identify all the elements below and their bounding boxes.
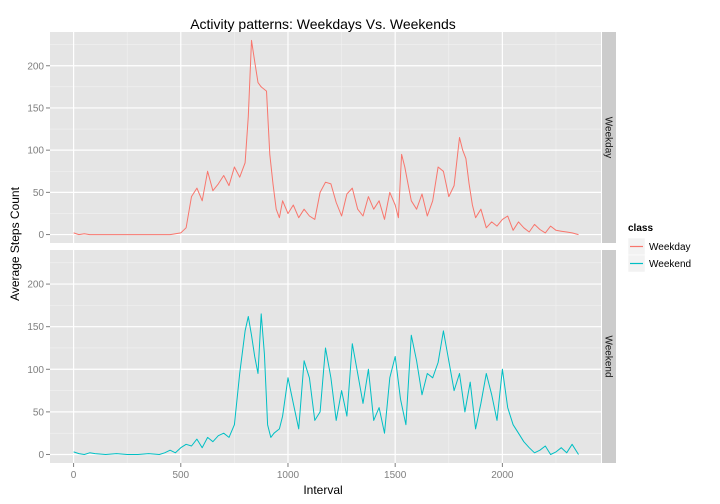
panel-weekday: 0 50 100 150 200 Weekday bbox=[27, 32, 616, 243]
x-tick-label: 0 bbox=[71, 470, 77, 481]
panel-background bbox=[50, 32, 601, 243]
y-tick-label: 100 bbox=[27, 146, 44, 157]
legend-label-weekday: Weekday bbox=[649, 242, 691, 253]
series-line-weekend bbox=[73, 313, 579, 455]
x-tick-label: 500 bbox=[172, 470, 189, 481]
legend-items: Weekday Weekend bbox=[627, 237, 691, 273]
x-axis-title: Interval bbox=[303, 483, 342, 497]
y-tick-label: 50 bbox=[33, 407, 45, 418]
facet-strip bbox=[602, 32, 616, 243]
x-tick-label: 1000 bbox=[277, 470, 300, 481]
y-tick-label: 0 bbox=[38, 230, 44, 241]
series-line-weekday bbox=[73, 39, 579, 236]
y-tick-label: 0 bbox=[38, 450, 44, 461]
y-tick-label: 100 bbox=[27, 365, 44, 376]
x-tick-label: 2000 bbox=[491, 470, 514, 481]
panel-background bbox=[50, 250, 601, 463]
facet-strip-label: Weekend bbox=[603, 335, 614, 377]
y-axis-title: Average Steps Count bbox=[8, 186, 22, 301]
y-tick-label: 200 bbox=[27, 280, 44, 291]
legend-label-weekend: Weekend bbox=[649, 259, 691, 270]
y-tick-label: 200 bbox=[27, 61, 44, 72]
y-tick-label: 50 bbox=[33, 188, 45, 199]
legend: class Weekday Weekend bbox=[627, 223, 691, 273]
panel-weekend: 0 50 100 150 200 Weekend bbox=[27, 250, 616, 463]
facet-strip bbox=[602, 250, 616, 463]
x-axis: 0 500 1000 1500 2000 bbox=[71, 463, 514, 481]
legend-title: class bbox=[628, 223, 653, 234]
y-tick-label: 150 bbox=[27, 103, 44, 114]
y-tick-label: 150 bbox=[27, 322, 44, 333]
x-tick-label: 1500 bbox=[384, 470, 407, 481]
panels-layer: 0 50 100 150 200 Weekday 0 50 100 150 200 Weekend bbox=[27, 32, 616, 463]
legend-item-weekday: Weekday bbox=[627, 237, 691, 256]
legend-item-weekend: Weekend bbox=[627, 254, 691, 273]
facet-strip-label: Weekday bbox=[603, 117, 614, 159]
chart-title: Activity patterns: Weekdays Vs. Weekends bbox=[190, 16, 456, 32]
